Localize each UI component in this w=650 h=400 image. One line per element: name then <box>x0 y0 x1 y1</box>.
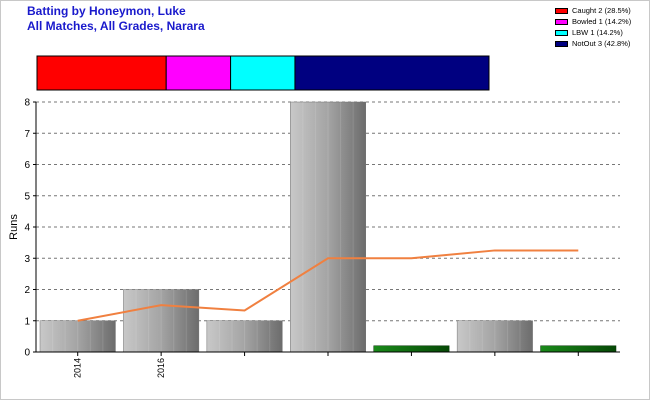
dismissal-segment-2 <box>230 55 296 91</box>
dismissal-segment-1 <box>165 55 232 91</box>
bar-5 <box>456 320 533 353</box>
y-tick-label-0: 0 <box>24 348 30 359</box>
legend: Caught 2 (28.5%) Bowled 1 (14.2%) LBW 1 … <box>555 5 631 49</box>
chart-title: Batting by Honeymon, Luke <box>27 4 186 18</box>
x-tick-label-1: 2016 <box>156 358 166 378</box>
bar-3 <box>290 101 366 353</box>
y-tick-label-5: 5 <box>24 191 30 202</box>
bar-6 <box>540 345 617 353</box>
legend-label-notout: NotOut 3 (42.8%) <box>572 39 631 48</box>
bar-4 <box>373 345 450 353</box>
bar-2 <box>206 320 283 353</box>
y-tick-label-6: 6 <box>24 160 30 171</box>
legend-label-caught: Caught 2 (28.5%) <box>572 6 631 15</box>
y-tick-label-3: 3 <box>24 254 30 265</box>
legend-item-caught: Caught 2 (28.5%) <box>555 5 631 16</box>
legend-swatch-notout <box>555 40 568 47</box>
y-tick-label-8: 8 <box>24 98 30 109</box>
legend-item-lbw: LBW 1 (14.2%) <box>555 27 631 38</box>
legend-label-bowled: Bowled 1 (14.2%) <box>572 17 632 26</box>
y-tick-label-1: 1 <box>24 316 30 327</box>
legend-swatch-bowled <box>555 18 568 25</box>
bar-1 <box>123 289 200 353</box>
y-axis-label: Runs <box>8 214 20 240</box>
y-tick-label-2: 2 <box>24 285 30 296</box>
legend-item-notout: NotOut 3 (42.8%) <box>555 38 631 49</box>
bar-0 <box>39 320 116 353</box>
legend-item-bowled: Bowled 1 (14.2%) <box>555 16 631 27</box>
legend-swatch-caught <box>555 7 568 14</box>
y-tick-label-4: 4 <box>24 223 30 234</box>
dismissal-segment-3 <box>294 55 490 91</box>
dismissal-segment-0 <box>36 55 167 91</box>
y-tick-label-7: 7 <box>24 129 30 140</box>
chart-subtitle: All Matches, All Grades, Narara <box>27 19 205 33</box>
legend-label-lbw: LBW 1 (14.2%) <box>572 28 623 37</box>
x-tick-label-0: 2014 <box>73 358 83 378</box>
legend-swatch-lbw <box>555 29 568 36</box>
line-series <box>77 249 579 322</box>
